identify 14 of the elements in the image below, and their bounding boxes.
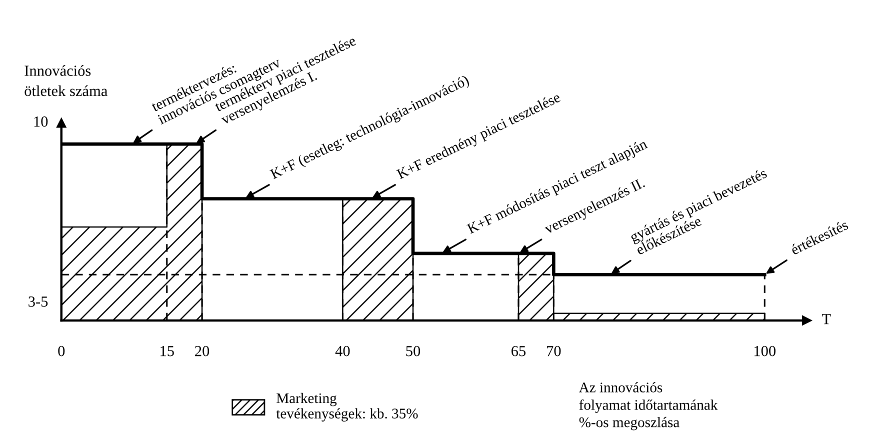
x-tick-label: 40 [335,346,350,356]
x-tick-label: 70 [547,346,561,356]
x-tick-label: 50 [406,346,420,356]
x-tick-label: 15 [160,346,174,356]
text: Marketing tevékenységek: kb. 35% [276,392,418,422]
x-tick-label: 100 [754,346,776,356]
x-tick-label: 0 [58,346,65,356]
text: 3-5 [28,296,48,307]
x-axis-title: T [822,314,831,324]
y-axis-title: Innovációs ötletek száma [24,65,108,96]
x-tick-label: 20 [195,346,210,356]
text: Az innovációs folyamat időtartamának %-os megoszlása [578,382,718,430]
x-tick-label: 65 [512,346,526,356]
text: 10 [34,116,48,127]
